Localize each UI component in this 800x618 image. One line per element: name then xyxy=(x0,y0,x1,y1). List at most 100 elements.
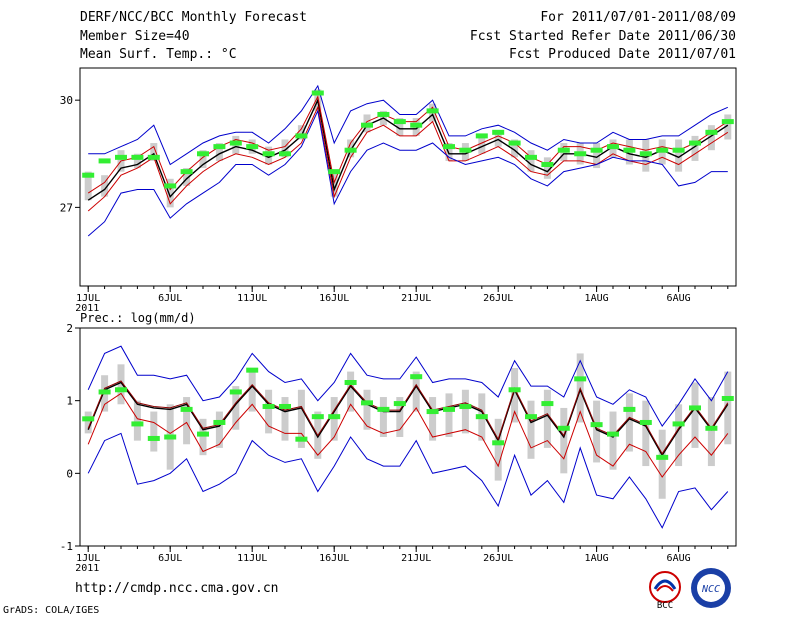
green-mark xyxy=(590,422,603,428)
green-mark xyxy=(82,416,95,422)
range-box xyxy=(281,139,289,158)
range-box xyxy=(642,400,650,467)
green-mark xyxy=(131,154,144,160)
range-box xyxy=(511,367,519,423)
green-mark xyxy=(689,405,701,411)
green-mark xyxy=(295,436,308,442)
series-line-ensemble-mean-alt xyxy=(87,95,729,194)
range-box xyxy=(429,397,437,441)
green-mark xyxy=(672,147,685,153)
range-box xyxy=(593,400,601,463)
x-tick-label: 11JUL xyxy=(237,553,267,564)
x-tick-label: 6AUG xyxy=(667,293,691,304)
green-mark xyxy=(721,119,734,125)
green-mark xyxy=(590,147,603,153)
range-box xyxy=(511,139,519,158)
x-tick-label: 26JUL xyxy=(483,293,513,304)
y-tick-label: 0 xyxy=(66,467,73,480)
x-tick-label: 16JUL xyxy=(319,293,349,304)
green-mark xyxy=(295,133,308,139)
range-box xyxy=(150,143,158,161)
green-mark xyxy=(557,425,570,431)
series-line-ensemble-mean xyxy=(87,97,729,201)
range-box xyxy=(215,143,223,161)
chart-title: DERF/NCC/BCC Monthly Forecast xyxy=(80,10,307,25)
green-mark xyxy=(475,133,488,139)
green-mark xyxy=(475,414,488,420)
green-mark xyxy=(229,140,242,146)
green-mark xyxy=(721,395,734,401)
range-box xyxy=(84,411,92,434)
bcc-logo-text: BCC xyxy=(657,601,673,611)
series-line-min xyxy=(87,392,729,478)
range-box xyxy=(609,411,617,470)
x-tick-label: 1AUG xyxy=(585,293,609,304)
variable-label: Mean Surf. Temp.: °C xyxy=(80,47,237,62)
green-mark xyxy=(639,151,652,157)
x-tick-label: 6AUG xyxy=(667,553,691,564)
green-mark xyxy=(377,406,390,412)
green-mark xyxy=(147,435,160,441)
y-tick-label: -1 xyxy=(60,540,73,553)
green-mark xyxy=(147,154,160,160)
range-box xyxy=(215,411,223,448)
range-box xyxy=(478,135,486,154)
x-tick-label: 6JUL xyxy=(158,553,182,564)
series-line-upper-bound xyxy=(88,84,729,166)
fcst-produced-label: Fcst Produced Date 2011/07/01 xyxy=(509,47,736,62)
range-box xyxy=(691,135,699,161)
green-mark xyxy=(639,419,652,425)
green-mark xyxy=(98,389,111,395)
range-box xyxy=(543,389,551,448)
y-tick-label: 2 xyxy=(66,322,73,335)
range-box xyxy=(625,393,633,452)
range-box xyxy=(183,168,191,186)
range-box xyxy=(347,371,355,412)
green-mark xyxy=(410,122,423,128)
ncc-logo-text: NCC xyxy=(701,584,720,595)
range-box xyxy=(543,157,551,179)
green-mark xyxy=(328,169,341,175)
green-mark xyxy=(656,454,669,460)
green-mark xyxy=(623,147,636,153)
range-box xyxy=(396,118,404,136)
green-mark xyxy=(115,154,127,160)
range-box xyxy=(461,389,469,434)
green-mark xyxy=(508,140,521,146)
green-mark xyxy=(328,414,341,420)
range-box xyxy=(248,367,256,412)
x-tick-label: 1AUG xyxy=(585,553,609,564)
green-mark xyxy=(426,409,439,415)
green-mark xyxy=(459,403,472,409)
series-line-ensemble-mean-alt xyxy=(87,380,729,455)
range-box xyxy=(379,397,387,437)
green-mark xyxy=(262,403,275,409)
range-box xyxy=(658,429,666,499)
series-line-lower-bound xyxy=(87,432,729,529)
green-mark xyxy=(131,421,144,427)
year-label: 2011 xyxy=(75,563,99,574)
green-mark xyxy=(689,140,701,146)
green-mark xyxy=(361,122,373,128)
y-tick-label: 27 xyxy=(60,201,73,214)
fcst-started-label: Fcst Started Refer Date 2011/06/30 xyxy=(469,29,736,44)
range-box xyxy=(724,114,732,140)
range-box xyxy=(199,418,207,456)
range-box xyxy=(445,393,453,437)
range-box xyxy=(199,150,207,169)
range-box xyxy=(330,171,338,197)
green-mark xyxy=(574,151,587,157)
grads-credit: GrADS: COLA/IGES xyxy=(3,605,100,616)
x-tick-label: 21JUL xyxy=(401,553,431,564)
source-url[interactable]: http://cmdp.ncc.cma.gov.cn xyxy=(75,581,279,596)
range-box xyxy=(527,150,535,172)
bcc-logo: BCC xyxy=(649,571,681,611)
x-tick-label: 1JUL xyxy=(76,293,100,304)
range-box xyxy=(675,404,683,467)
green-mark xyxy=(279,403,291,409)
green-mark xyxy=(410,374,423,380)
green-mark xyxy=(262,151,275,157)
green-mark xyxy=(705,425,718,431)
green-mark xyxy=(377,111,390,117)
